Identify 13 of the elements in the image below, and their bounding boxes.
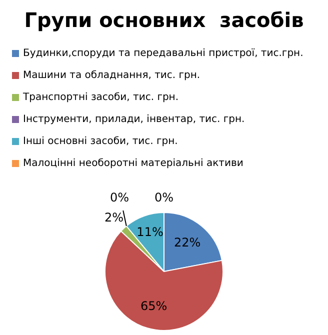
text: 0% [110, 190, 129, 204]
data-label: 11% [136, 224, 164, 239]
legend-label: Машини та обладнання, тис. грн. [23, 70, 200, 80]
text: 0% [154, 190, 174, 205]
data-label: 22% [174, 235, 201, 250]
legend-label: Малоцінні необоротні матеріальні активи [23, 158, 244, 168]
legend-label: Будинки,споруди та передавальні пристрої, тис.грн. [23, 48, 304, 58]
data-label: 65% [140, 298, 168, 313]
legend-label: Інструменти, прилади, інвентар, тис. грн. [23, 114, 245, 124]
legend-label: Інші основні засоби, тис. грн. [23, 136, 178, 146]
data-label: 2% [104, 210, 124, 224]
chart-title: Групи основних засобів [23, 8, 305, 34]
legend-label: Транспортні засоби, тис. грн. [23, 92, 179, 102]
